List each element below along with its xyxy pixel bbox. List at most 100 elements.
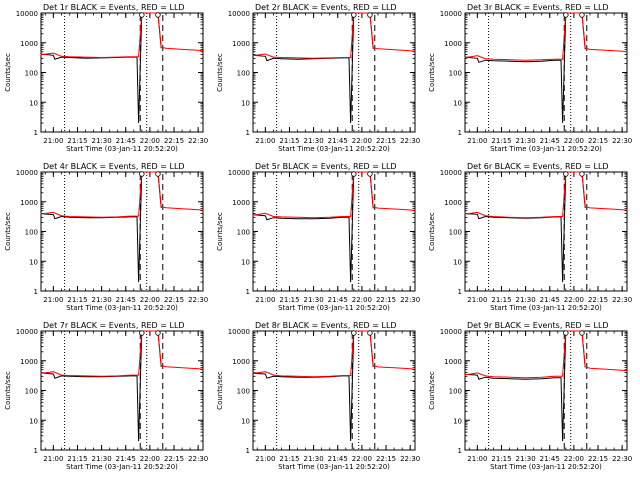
y-tick-label: 100 [25, 388, 38, 396]
y-tick-label: 10000 [16, 328, 38, 336]
x-tick-label: 21:45 [328, 296, 348, 304]
x-tick-label: 22:30 [400, 137, 420, 145]
x-tick-label: 22:00 [140, 137, 160, 145]
x-tick-label: 21:00 [43, 455, 63, 463]
y-axis-label: Counts/sec [428, 53, 436, 92]
x-tick-label: 21:15 [279, 296, 299, 304]
series-line-events [464, 12, 586, 124]
y-tick-label: 10000 [440, 169, 462, 177]
x-tick-label: 21:15 [279, 137, 299, 145]
chart-panel-6: Det 6r BLACK = Events, RED = LLD 1 10 100 10… [428, 162, 632, 312]
x-tick-label: 21:00 [43, 296, 63, 304]
y-tick-label: 1 [246, 129, 250, 137]
series-line-events [464, 171, 586, 283]
chart-panel-5: Det 5r BLACK = Events, RED = LLD 1 10 100 10… [216, 162, 420, 312]
y-tick-label: 10000 [440, 10, 462, 18]
x-tick-label: 21:15 [67, 296, 87, 304]
x-tick-label: 22:00 [140, 296, 160, 304]
chart-title: Det 4r BLACK = Events, RED = LLD [43, 162, 185, 171]
y-tick-label: 1 [458, 129, 462, 137]
x-tick-label: 22:30 [188, 137, 208, 145]
x-tick-label: 21:45 [328, 455, 348, 463]
chart-title: Det 7r BLACK = Events, RED = LLD [43, 321, 185, 330]
y-tick-label: 10 [241, 99, 250, 107]
x-tick-label: 22:30 [400, 296, 420, 304]
x-tick-label: 22:15 [164, 296, 184, 304]
x-tick-label: 21:45 [116, 296, 136, 304]
x-tick-label: 21:00 [467, 455, 487, 463]
x-tick-label: 21:00 [255, 296, 275, 304]
y-tick-label: 100 [237, 388, 250, 396]
y-tick-label: 10 [29, 99, 38, 107]
x-axis-label: Start Time (03-Jan-11 20:52:20) [66, 463, 178, 471]
x-tick-label: 21:15 [491, 455, 511, 463]
x-tick-label: 21:30 [92, 455, 112, 463]
series-line-lld [40, 171, 204, 218]
chart-title: Det 2r BLACK = Events, RED = LLD [255, 3, 397, 12]
x-tick-label: 21:30 [516, 455, 536, 463]
x-tick-label: 22:30 [612, 296, 632, 304]
saturation-marker [563, 330, 569, 336]
plot-frame [252, 12, 416, 133]
chart-title: Det 3r BLACK = Events, RED = LLD [467, 3, 609, 12]
x-tick-label: 22:30 [400, 455, 420, 463]
chart-panel-4: Det 4r BLACK = Events, RED = LLD 1 10 100 10… [4, 162, 208, 312]
x-tick-label: 21:30 [304, 455, 324, 463]
y-axis-label: Counts/sec [428, 371, 436, 410]
x-tick-label: 21:45 [540, 455, 560, 463]
series-line-lld [252, 12, 416, 59]
y-tick-label: 100 [449, 70, 462, 78]
y-tick-label: 1000 [232, 40, 250, 48]
saturation-marker [155, 330, 161, 336]
y-tick-label: 100 [237, 229, 250, 237]
x-tick-label: 22:30 [612, 455, 632, 463]
saturation-marker [563, 171, 569, 177]
y-tick-label: 10 [453, 258, 462, 266]
y-tick-label: 1 [458, 288, 462, 296]
y-tick-label: 1 [458, 447, 462, 455]
x-tick-label: 21:15 [67, 137, 87, 145]
plot-frame [40, 330, 204, 451]
y-tick-label: 1000 [444, 358, 462, 366]
saturation-marker [579, 171, 585, 177]
x-tick-label: 21:15 [491, 296, 511, 304]
x-tick-label: 21:45 [540, 296, 560, 304]
x-axis-label: Start Time (03-Jan-11 20:52:20) [490, 463, 602, 471]
y-tick-label: 10000 [228, 10, 250, 18]
saturation-marker [351, 12, 357, 18]
x-tick-label: 22:30 [188, 296, 208, 304]
x-tick-label: 21:30 [304, 296, 324, 304]
saturation-marker [155, 171, 161, 177]
saturation-marker [139, 330, 145, 336]
saturation-marker [367, 171, 373, 177]
series-line-lld [252, 171, 416, 219]
x-tick-label: 21:15 [491, 137, 511, 145]
x-tick-label: 22:00 [352, 137, 372, 145]
chart-panel-8: Det 8r BLACK = Events, RED = LLD 1 10 100 10… [216, 321, 420, 471]
y-tick-label: 10000 [16, 169, 38, 177]
x-tick-label: 21:00 [255, 137, 275, 145]
y-tick-label: 1 [34, 447, 38, 455]
series-line-lld [252, 330, 416, 378]
x-tick-label: 22:00 [564, 296, 584, 304]
y-tick-label: 10000 [440, 328, 462, 336]
y-tick-label: 1 [34, 288, 38, 296]
plot-frame [252, 330, 416, 451]
x-tick-label: 21:45 [116, 455, 136, 463]
y-axis-label: Counts/sec [216, 212, 224, 251]
x-axis-label: Start Time (03-Jan-11 20:52:20) [490, 145, 602, 153]
y-axis-label: Counts/sec [4, 212, 12, 251]
y-tick-label: 100 [449, 388, 462, 396]
saturation-marker [579, 330, 585, 336]
chart-panel-7: Det 7r BLACK = Events, RED = LLD 1 10 100 10… [4, 321, 208, 471]
plot-frame [40, 12, 204, 133]
x-tick-label: 22:00 [352, 455, 372, 463]
saturation-marker [563, 12, 569, 18]
y-tick-label: 1000 [232, 358, 250, 366]
x-tick-label: 21:00 [467, 296, 487, 304]
y-tick-label: 10 [453, 99, 462, 107]
x-tick-label: 22:15 [376, 455, 396, 463]
y-axis-label: Counts/sec [216, 371, 224, 410]
x-tick-label: 21:30 [516, 137, 536, 145]
x-tick-label: 22:00 [140, 455, 160, 463]
